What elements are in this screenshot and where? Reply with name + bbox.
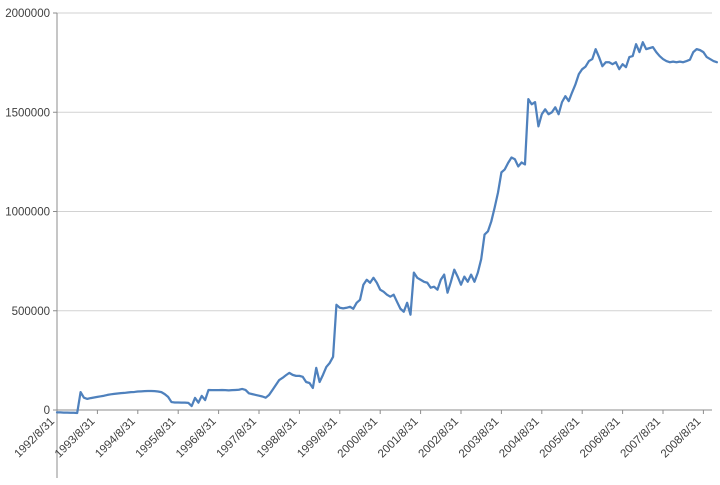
x-axis-label: 2008/8/31 [659, 416, 704, 461]
x-axis-label: 1997/8/31 [214, 416, 259, 461]
x-axis-label: 2003/8/31 [457, 416, 502, 461]
y-axis-label: 1000000 [5, 207, 50, 219]
series-line [55, 41, 718, 415]
y-axis-label: 0 [44, 405, 50, 417]
x-axis-label: 2001/8/31 [376, 416, 421, 461]
y-axis-label: 1500000 [5, 107, 50, 119]
x-axis-label: 1992/8/31 [12, 416, 57, 461]
x-axis-label: 1996/8/31 [174, 416, 219, 461]
x-axis-label: 2005/8/31 [538, 416, 583, 461]
x-axis-label: 1998/8/31 [255, 416, 300, 461]
y-axis-label: 2000000 [5, 8, 50, 20]
x-axis-label: 2000/8/31 [336, 416, 381, 461]
x-axis-label: 1995/8/31 [134, 416, 179, 461]
x-axis-label: 2007/8/31 [618, 416, 663, 461]
x-axis-label: 2006/8/31 [578, 416, 623, 461]
x-axis-label: 2002/8/31 [416, 416, 461, 461]
x-axis-label: 1993/8/31 [53, 416, 98, 461]
y-axis-label: 500000 [12, 306, 50, 318]
x-axis-label: 1994/8/31 [93, 416, 138, 461]
x-axis-label: 1999/8/31 [295, 416, 340, 461]
x-axis-label: 2004/8/31 [497, 416, 542, 461]
